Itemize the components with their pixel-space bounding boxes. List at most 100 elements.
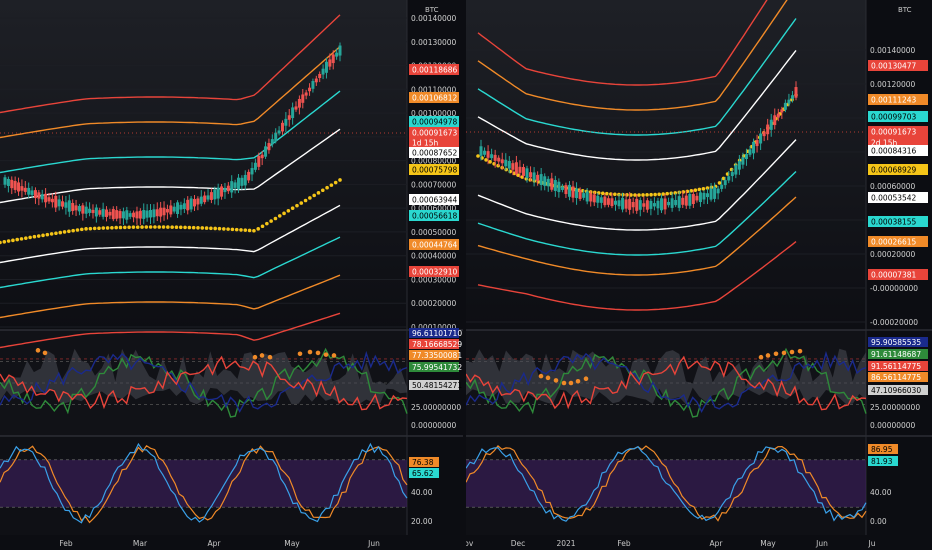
center-dot: [123, 225, 127, 230]
center-dot: [19, 237, 24, 241]
price-label-box: [868, 192, 928, 203]
candle-body: [589, 193, 593, 202]
center-dot: [226, 227, 230, 231]
price-label-text: 0.00032910: [412, 268, 458, 277]
center-dot: [217, 226, 222, 231]
price-tick-label: 0.00010000: [411, 323, 457, 332]
center-dot: [476, 154, 480, 158]
center-dot: [316, 191, 321, 195]
center-dot: [110, 225, 114, 230]
candle-body: [121, 211, 125, 219]
left-chart-pane[interactable]: BTC0.001400000.001300000.001200000.00110…: [0, 0, 463, 550]
candle-body: [226, 185, 230, 192]
candle-body: [287, 115, 291, 120]
center-dot: [191, 225, 196, 230]
osc-signal-dot: [252, 354, 258, 360]
candle-body: [27, 187, 31, 195]
osc-green-line: [466, 347, 867, 418]
candle-body: [257, 155, 261, 167]
candle-body: [84, 206, 88, 214]
center-dot: [178, 225, 183, 230]
center-dot: [661, 192, 665, 196]
candle-body: [557, 181, 561, 193]
right-chart-pane[interactable]: BTC0.001400000.001200000.001000000.00080…: [466, 0, 932, 550]
candle-body: [536, 174, 540, 182]
center-dot: [75, 228, 80, 232]
time-axis-label: Jun: [815, 539, 828, 548]
right-chart-svg[interactable]: BTC0.001400000.001200000.001000000.00080…: [466, 0, 932, 550]
candle-body: [37, 192, 41, 199]
osc-signal-dot: [267, 354, 273, 360]
candle-body: [274, 132, 278, 141]
stoch-label-box: [868, 456, 898, 466]
stoch-k-line: [466, 445, 867, 522]
candle-body: [40, 194, 44, 200]
center-dot: [153, 225, 157, 229]
upper-band-2: [477, 0, 788, 111]
upper-band-3: [0, 14, 341, 114]
center-dot: [657, 192, 661, 197]
osc-envelope: [466, 348, 866, 405]
left-chart-svg[interactable]: BTC0.001400000.001300000.001200000.00110…: [0, 0, 463, 550]
price-label-box: [868, 145, 928, 156]
center-dot: [260, 224, 265, 229]
center-dot: [200, 226, 205, 230]
price-label-box: [409, 164, 459, 175]
price-tick-label: 0.00120000: [870, 80, 916, 89]
candle-body: [539, 174, 543, 186]
price-label-text: 0.00007381: [871, 271, 917, 280]
center-dot: [295, 203, 299, 208]
candle-body: [338, 45, 342, 56]
osc-envelope: [0, 348, 407, 405]
candle-body: [331, 54, 335, 64]
price-tick-label: -0.00000000: [870, 284, 918, 293]
osc-signal-dot: [538, 373, 544, 379]
candle-body: [169, 205, 173, 215]
candle-body: [585, 191, 589, 202]
price-label-text: 0.00111243: [871, 96, 917, 105]
center-dot: [649, 192, 653, 197]
osc-signal-dot: [583, 376, 589, 382]
candle-body: [645, 200, 649, 210]
price-label-text: 0.00063944: [412, 196, 458, 205]
stoch-k-line: [0, 444, 408, 524]
candle-body: [695, 195, 699, 201]
time-axis-label: 2021: [556, 539, 575, 548]
center-dot: [286, 208, 291, 213]
osc-signal-dot: [561, 380, 567, 386]
candle-body: [596, 195, 600, 203]
candle-body: [518, 166, 522, 173]
time-axis-label: Mar: [133, 539, 148, 548]
center-dot: [15, 237, 20, 242]
center-dot: [645, 193, 649, 197]
price-pane-bg: [466, 0, 866, 330]
center-dot: [484, 158, 488, 162]
candle-body: [702, 192, 706, 200]
center-dot: [303, 198, 308, 203]
candle-body: [599, 197, 603, 203]
center-dot: [320, 188, 325, 193]
candle-body: [98, 210, 102, 215]
osc-signal-dot: [35, 348, 41, 353]
osc-label-text: 96.61101710: [412, 329, 462, 338]
candle-body: [684, 195, 688, 206]
candle-body: [162, 207, 166, 216]
center-dot: [516, 173, 521, 178]
center-dot: [67, 229, 71, 234]
center-dot: [101, 226, 106, 230]
candle-body: [500, 159, 504, 164]
price-tick-label: 0.00130000: [411, 38, 457, 47]
lower-band-1: [477, 170, 797, 256]
price-label-box: [868, 216, 928, 227]
center-dot: [79, 227, 84, 232]
candle-body: [172, 206, 176, 212]
candle-body: [621, 197, 625, 210]
center-dot: [234, 227, 239, 232]
osc-label-text: 77.33500081: [412, 351, 462, 360]
candle-body: [606, 198, 610, 205]
price-tick-label: 0.00030000: [411, 275, 457, 284]
candle-body: [514, 162, 518, 175]
upper-white-band: [0, 128, 341, 204]
stoch-label-box: [409, 468, 439, 478]
candle-body: [656, 200, 660, 209]
